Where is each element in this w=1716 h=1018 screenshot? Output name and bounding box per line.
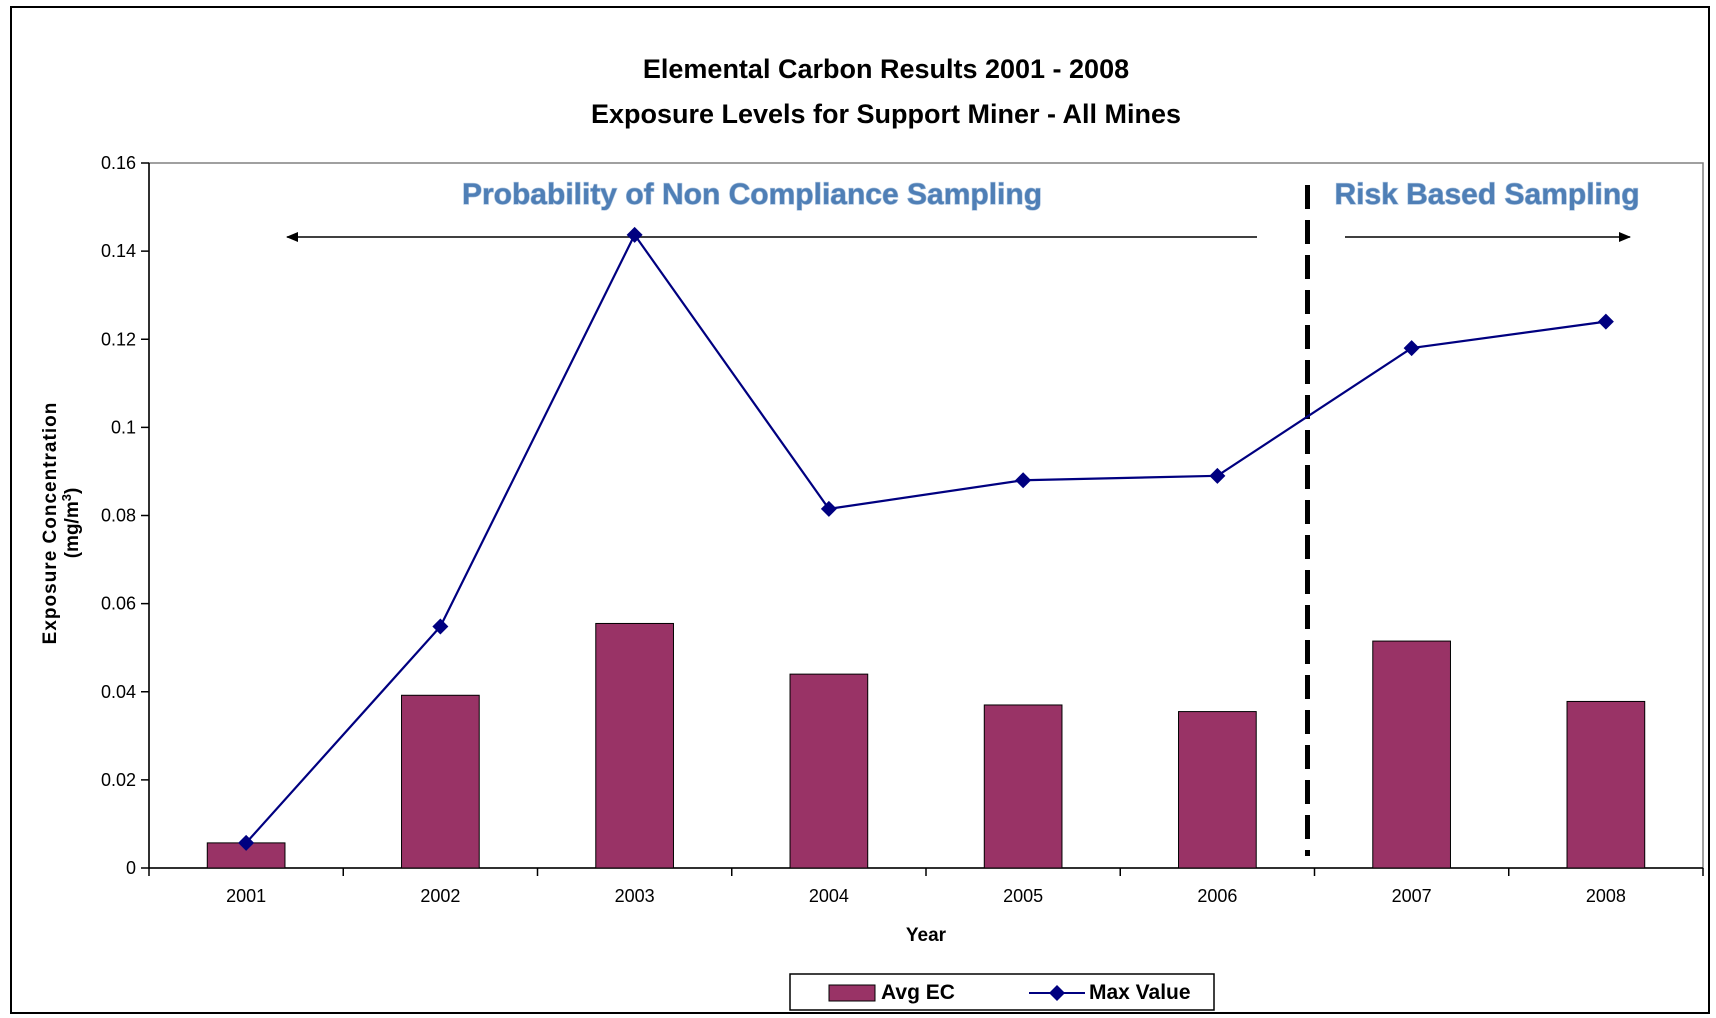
x-tick-label: 2006 — [1197, 886, 1237, 906]
bar-avg-ec — [1566, 700, 1646, 869]
y-axis-title-line2: (mg/m3) — [59, 488, 83, 559]
annotations: Probability of Non Compliance Sampling Ri… — [286, 177, 1640, 242]
max-value-point — [432, 618, 449, 635]
annotation-pnc-sampling: Probability of Non Compliance Sampling — [462, 178, 1042, 211]
max-value-point — [238, 834, 255, 851]
legend-swatch-avg-ec — [828, 984, 876, 1002]
legend: Avg EC Max Value — [789, 973, 1215, 1011]
y-tick-label: 0.12 — [101, 329, 136, 349]
max-value-point — [820, 500, 837, 517]
bar-avg-ec — [1178, 711, 1257, 869]
chart-frame: Elemental Carbon Results 2001 - 2008 Exp… — [10, 6, 1710, 1014]
max-value-point — [1015, 472, 1032, 489]
x-tick-label: 2001 — [226, 886, 266, 906]
y-axis: 0 0.02 0.04 0.06 0.08 0.1 0.12 0.14 0.16 — [101, 153, 150, 878]
max-value-point — [1209, 467, 1226, 484]
max-value-point — [1403, 340, 1420, 357]
y-tick-label: 0.1 — [111, 417, 136, 437]
bar-avg-ec — [595, 622, 674, 869]
y-tick-label: 0.14 — [101, 241, 136, 261]
legend-label-max-value: Max Value — [1089, 981, 1191, 1004]
y-tick-label: 0.02 — [101, 770, 136, 790]
legend-marker-max-value — [1049, 985, 1065, 1001]
y-tick-label: 0.16 — [101, 153, 136, 173]
max-value-line — [245, 232, 1607, 844]
annotation-risk-based-sampling: Risk Based Sampling — [1334, 178, 1639, 211]
x-tick-label: 2003 — [615, 886, 655, 906]
x-tick-label: 2002 — [420, 886, 460, 906]
plot-area — [148, 162, 1704, 869]
bar-avg-ec — [1372, 640, 1451, 869]
x-axis-title: Year — [906, 925, 947, 946]
avg-ec-bars — [206, 622, 1646, 869]
x-tick-label: 2005 — [1003, 886, 1043, 906]
y-axis-title: Exposure Concentration (mg/m3) — [40, 402, 83, 645]
y-tick-label: 0.08 — [101, 506, 136, 526]
y-tick-label: 0.06 — [101, 594, 136, 614]
bar-avg-ec — [401, 694, 480, 869]
y-tick-label: 0 — [126, 858, 136, 878]
max-value-point — [1597, 313, 1614, 330]
bar-avg-ec — [983, 704, 1063, 869]
legend-label-avg-ec: Avg EC — [881, 981, 955, 1004]
y-axis-title-line1: Exposure Concentration — [40, 402, 61, 645]
x-tick-label: 2008 — [1586, 886, 1626, 906]
x-tick-label: 2004 — [809, 886, 849, 906]
max-value-line-series — [238, 226, 1614, 851]
y-tick-label: 0.04 — [101, 682, 136, 702]
bar-avg-ec — [789, 673, 869, 869]
chart-title: Elemental Carbon Results 2001 - 2008 — [643, 54, 1129, 84]
x-axis: 2001 2002 2003 2004 2005 2006 2007 2008 — [148, 867, 1704, 906]
x-tick-label: 2007 — [1392, 886, 1432, 906]
chart-svg: Elemental Carbon Results 2001 - 2008 Exp… — [40, 54, 1704, 1011]
chart-subtitle: Exposure Levels for Support Miner - All … — [591, 99, 1181, 129]
max-value-point — [626, 226, 643, 243]
